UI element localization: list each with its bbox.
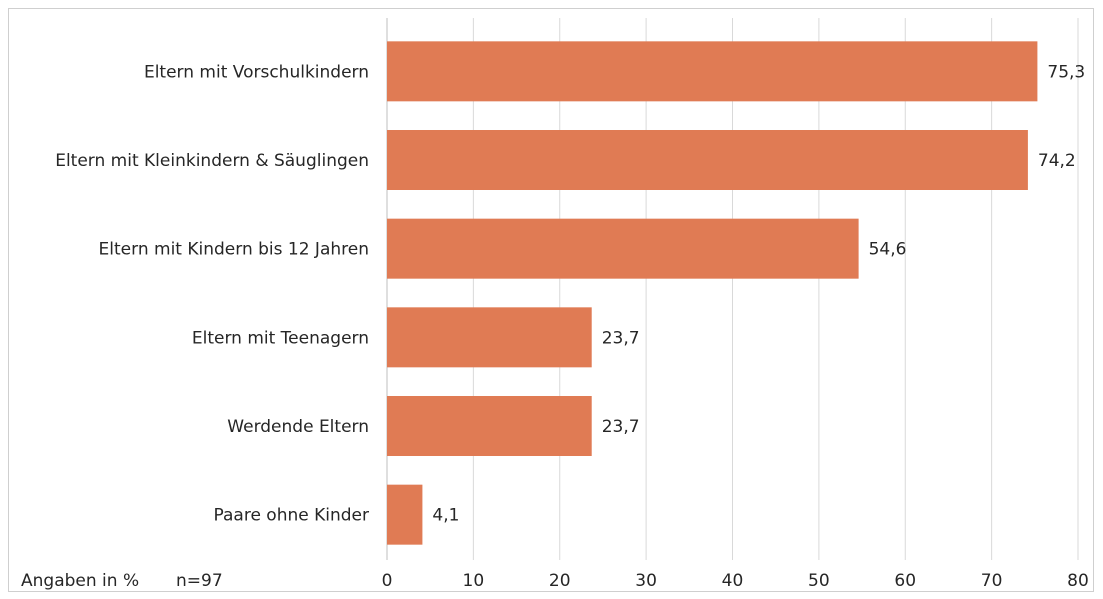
data-label: 23,7 [602,328,640,348]
category-label: Eltern mit Teenagern [192,328,369,348]
data-label: 54,6 [869,240,907,260]
sample-size-note: n=97 [176,571,223,591]
x-tick-label: 30 [635,571,657,591]
bar [387,218,859,279]
category-label: Eltern mit Kleinkindern & Säuglingen [55,151,369,171]
data-label: 23,7 [602,417,640,437]
bar [387,41,1038,102]
gridlines [386,18,1079,560]
x-tick-label: 60 [894,571,916,591]
x-tick-label: 0 [382,571,393,591]
bar [387,130,1028,190]
chart-frame [8,8,1094,592]
data-label: 4,1 [432,506,459,526]
x-tick-label: 10 [463,571,485,591]
x-tick-label: 40 [722,571,744,591]
x-tick-labels: 0 10 20 30 40 50 60 70 80 [382,571,1089,591]
x-tick-label: 80 [1067,571,1089,591]
data-label: 75,3 [1047,62,1085,82]
bar [387,307,592,368]
category-label: Paare ohne Kinder [214,506,370,526]
data-label: 74,2 [1038,151,1076,171]
unit-note: Angaben in % [21,571,139,591]
x-tick-label: 70 [981,571,1003,591]
category-label: Eltern mit Vorschulkindern [144,62,369,82]
bar [387,484,423,545]
category-labels: Eltern mit Vorschulkindern Eltern mit Kle… [55,62,369,525]
bars [387,41,1038,545]
value-labels: 75,3 74,2 54,6 23,7 23,7 4,1 [432,62,1085,525]
category-label: Eltern mit Kindern bis 12 Jahren [99,240,369,260]
x-tick-label: 50 [808,571,830,591]
bar [387,396,592,456]
x-tick-label: 20 [549,571,571,591]
category-label: Werdende Eltern [227,417,369,437]
